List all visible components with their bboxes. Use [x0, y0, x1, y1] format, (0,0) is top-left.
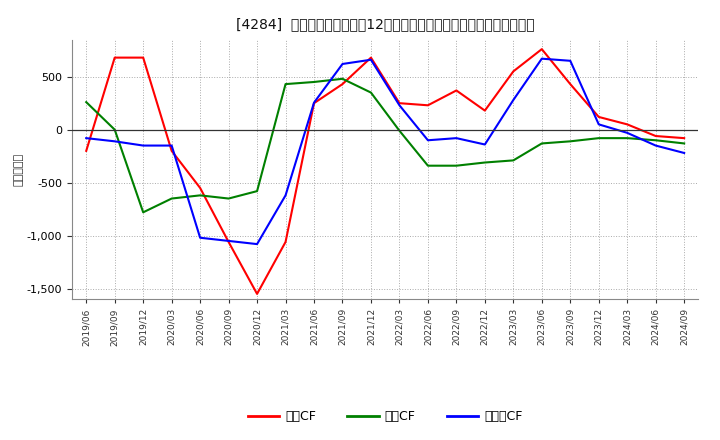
営業CF: [566, 81, 575, 87]
営業CF: [338, 81, 347, 87]
投資CF: [310, 79, 318, 84]
投資CF: [139, 210, 148, 215]
投資CF: [167, 196, 176, 201]
Line: 投資CF: 投資CF: [86, 79, 684, 213]
営業CF: [110, 55, 119, 60]
営業CF: [310, 100, 318, 106]
フリーCF: [225, 238, 233, 244]
営業CF: [595, 114, 603, 120]
営業CF: [452, 88, 461, 93]
投資CF: [537, 141, 546, 146]
営業CF: [509, 69, 518, 74]
投資CF: [623, 136, 631, 141]
投資CF: [423, 163, 432, 169]
フリーCF: [110, 139, 119, 144]
フリーCF: [167, 143, 176, 148]
投資CF: [196, 193, 204, 198]
フリーCF: [310, 100, 318, 105]
フリーCF: [480, 142, 489, 147]
投資CF: [509, 158, 518, 163]
フリーCF: [196, 235, 204, 240]
フリーCF: [595, 122, 603, 127]
投資CF: [366, 90, 375, 95]
フリーCF: [253, 242, 261, 247]
Line: フリーCF: フリーCF: [86, 59, 684, 244]
フリーCF: [366, 57, 375, 62]
フリーCF: [423, 138, 432, 143]
フリーCF: [338, 61, 347, 66]
フリーCF: [82, 136, 91, 141]
営業CF: [537, 47, 546, 52]
投資CF: [652, 138, 660, 143]
フリーCF: [509, 97, 518, 103]
投資CF: [253, 188, 261, 194]
フリーCF: [537, 56, 546, 61]
投資CF: [282, 81, 290, 87]
営業CF: [623, 122, 631, 127]
Title: [4284]  キャッシュフローの12か月移動合計の対前年同期増減額の推移: [4284] キャッシュフローの12か月移動合計の対前年同期増減額の推移: [236, 18, 534, 32]
営業CF: [395, 100, 404, 106]
フリーCF: [139, 143, 148, 148]
投資CF: [480, 160, 489, 165]
投資CF: [452, 163, 461, 169]
営業CF: [423, 103, 432, 108]
営業CF: [680, 136, 688, 141]
投資CF: [595, 136, 603, 141]
投資CF: [680, 141, 688, 146]
投資CF: [395, 128, 404, 133]
フリーCF: [652, 143, 660, 148]
営業CF: [652, 133, 660, 139]
Legend: 営業CF, 投資CF, フリーCF: 営業CF, 投資CF, フリーCF: [243, 405, 528, 428]
営業CF: [366, 55, 375, 60]
フリーCF: [623, 130, 631, 136]
営業CF: [225, 239, 233, 245]
フリーCF: [566, 58, 575, 63]
Line: 営業CF: 営業CF: [86, 49, 684, 294]
投資CF: [338, 76, 347, 81]
営業CF: [139, 55, 148, 60]
フリーCF: [282, 193, 290, 198]
投資CF: [225, 196, 233, 201]
フリーCF: [452, 136, 461, 141]
フリーCF: [680, 150, 688, 156]
営業CF: [282, 239, 290, 245]
営業CF: [480, 108, 489, 113]
Y-axis label: （百万円）: （百万円）: [14, 153, 24, 186]
営業CF: [167, 148, 176, 154]
投資CF: [110, 127, 119, 132]
営業CF: [253, 291, 261, 297]
フリーCF: [395, 103, 404, 108]
投資CF: [82, 99, 91, 105]
営業CF: [82, 148, 91, 154]
投資CF: [566, 139, 575, 144]
営業CF: [196, 185, 204, 191]
